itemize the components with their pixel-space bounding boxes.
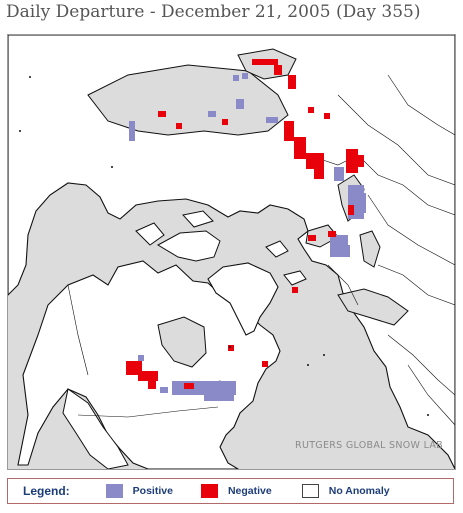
iceland-landmass — [283, 270, 307, 286]
legend-item-positive: Positive — [105, 484, 173, 498]
credit-text: RUTGERS GLOBAL SNOW LAB — [295, 440, 443, 451]
north-america-landmass — [17, 260, 281, 469]
legend-label-positive: Positive — [132, 485, 173, 497]
legend-item-no-anomaly: No Anomaly — [301, 484, 390, 498]
page-title: Daily Departure - December 21, 2005 (Day… — [6, 2, 421, 22]
legend-label-negative: Negative — [227, 485, 272, 497]
arctic-archipelago — [156, 230, 221, 262]
arctic-island-2 — [135, 222, 165, 246]
mexico-landmass — [62, 388, 129, 469]
legend: Legend: Positive Negative No Anomaly — [7, 478, 454, 504]
legend-title: Legend: — [23, 484, 70, 498]
eurasia-landmass — [8, 35, 455, 469]
no-anomaly-swatch — [301, 484, 319, 498]
negative-anomaly-cells — [126, 59, 364, 389]
snow-anomaly-map: RUTGERS GLOBAL SNOW LAB — [7, 34, 456, 470]
negative-swatch — [200, 484, 218, 498]
mediterranean-sea — [337, 288, 409, 326]
legend-item-negative: Negative — [200, 484, 272, 498]
hudson-bay — [157, 316, 207, 368]
small-islands — [19, 76, 429, 416]
legend-label-no-anomaly: No Anomaly — [328, 485, 390, 497]
positive-swatch — [105, 484, 123, 498]
arctic-ocean — [87, 64, 289, 136]
svalbard — [265, 240, 289, 258]
polar-map-svg — [8, 35, 455, 469]
arctic-island-3 — [182, 210, 214, 228]
caspian-sea — [359, 230, 381, 268]
greenland-landmass — [207, 262, 279, 336]
black-sea — [305, 224, 339, 248]
political-borders — [67, 74, 455, 426]
